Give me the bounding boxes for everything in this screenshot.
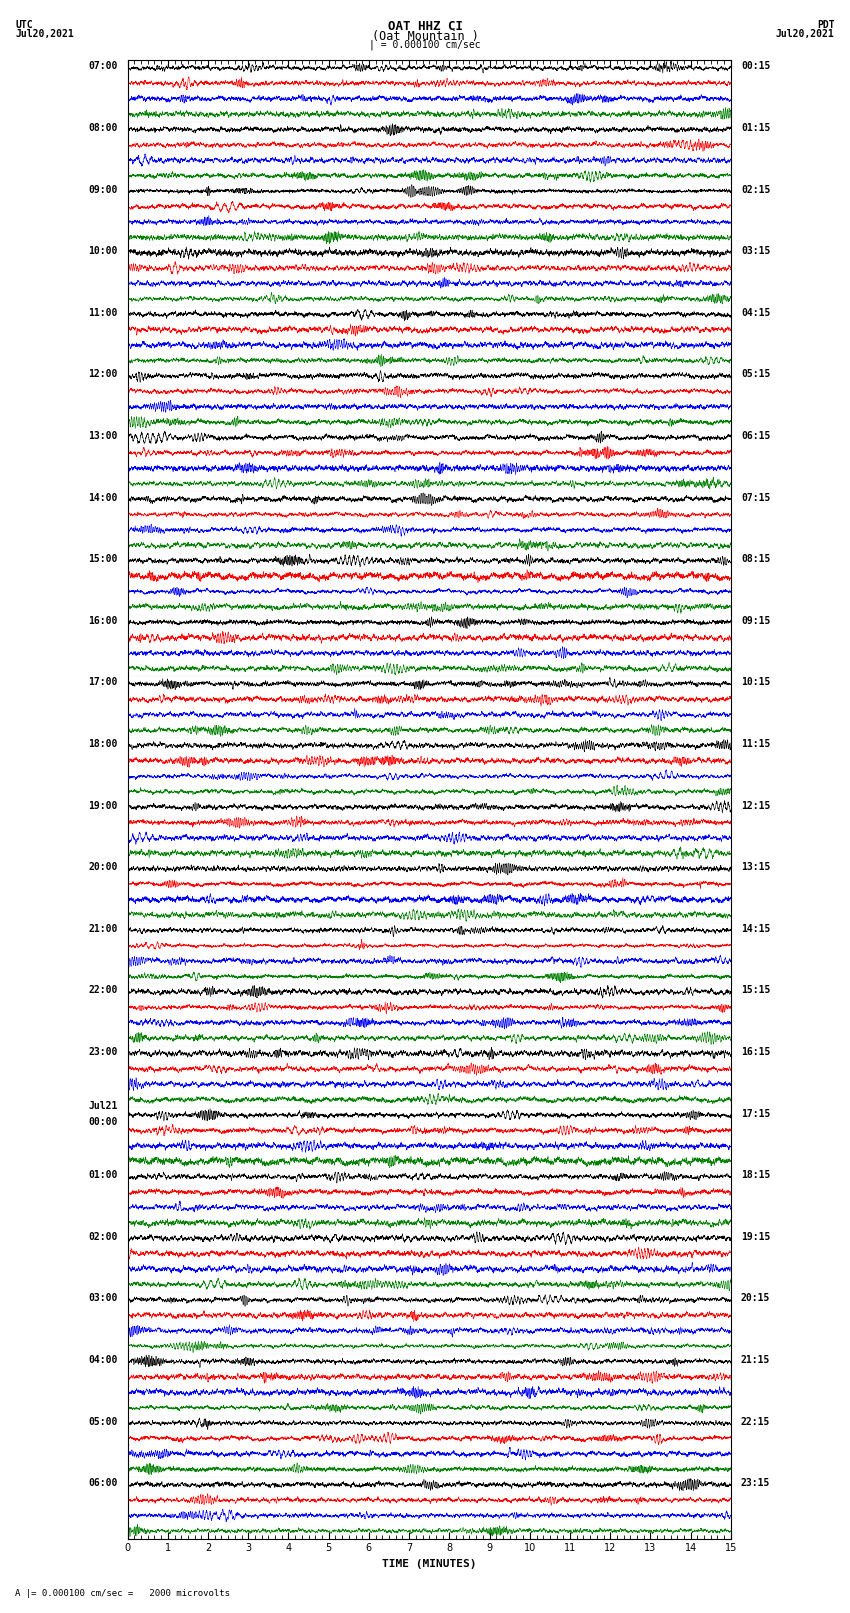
Text: 07:15: 07:15 [741,492,770,503]
Text: 15:00: 15:00 [88,555,117,565]
Text: | = 0.000100 cm/sec: | = 0.000100 cm/sec [369,39,481,50]
Text: 23:15: 23:15 [741,1478,770,1489]
Text: Jul20,2021: Jul20,2021 [776,29,835,39]
Text: 21:00: 21:00 [88,924,117,934]
Text: 04:00: 04:00 [88,1355,117,1365]
Text: 09:15: 09:15 [741,616,770,626]
Text: 08:00: 08:00 [88,123,117,132]
Text: 01:15: 01:15 [741,123,770,132]
Text: 04:15: 04:15 [741,308,770,318]
Text: 11:00: 11:00 [88,308,117,318]
Text: 20:15: 20:15 [741,1294,770,1303]
X-axis label: TIME (MINUTES): TIME (MINUTES) [382,1560,477,1569]
Text: 17:15: 17:15 [741,1108,770,1118]
Text: 22:00: 22:00 [88,986,117,995]
Text: 22:15: 22:15 [741,1416,770,1426]
Text: 16:00: 16:00 [88,616,117,626]
Text: 18:15: 18:15 [741,1169,770,1181]
Text: 10:15: 10:15 [741,677,770,687]
Text: 23:00: 23:00 [88,1047,117,1057]
Text: (Oat Mountain ): (Oat Mountain ) [371,31,479,44]
Text: 06:00: 06:00 [88,1478,117,1489]
Text: 06:15: 06:15 [741,431,770,440]
Text: 15:15: 15:15 [741,986,770,995]
Text: 14:15: 14:15 [741,924,770,934]
Text: 20:00: 20:00 [88,861,117,873]
Text: 16:15: 16:15 [741,1047,770,1057]
Text: 13:00: 13:00 [88,431,117,440]
Text: 10:00: 10:00 [88,247,117,256]
Text: A |= 0.000100 cm/sec =   2000 microvolts: A |= 0.000100 cm/sec = 2000 microvolts [15,1589,230,1597]
Text: 08:15: 08:15 [741,555,770,565]
Text: Jul21: Jul21 [88,1102,117,1111]
Text: 00:15: 00:15 [741,61,770,71]
Text: 00:00: 00:00 [88,1116,117,1126]
Text: PDT: PDT [817,19,835,31]
Text: 07:00: 07:00 [88,61,117,71]
Text: 09:00: 09:00 [88,184,117,195]
Text: 12:15: 12:15 [741,800,770,810]
Text: 01:00: 01:00 [88,1169,117,1181]
Text: 05:15: 05:15 [741,369,770,379]
Text: 18:00: 18:00 [88,739,117,748]
Text: 03:15: 03:15 [741,247,770,256]
Text: 03:00: 03:00 [88,1294,117,1303]
Text: 11:15: 11:15 [741,739,770,748]
Text: 05:00: 05:00 [88,1416,117,1426]
Text: 21:15: 21:15 [741,1355,770,1365]
Text: OAT HHZ CI: OAT HHZ CI [388,19,462,34]
Text: 14:00: 14:00 [88,492,117,503]
Text: UTC: UTC [15,19,33,31]
Text: 02:15: 02:15 [741,184,770,195]
Text: 13:15: 13:15 [741,861,770,873]
Text: 12:00: 12:00 [88,369,117,379]
Text: 19:15: 19:15 [741,1232,770,1242]
Text: 17:00: 17:00 [88,677,117,687]
Text: 02:00: 02:00 [88,1232,117,1242]
Text: Jul20,2021: Jul20,2021 [15,29,74,39]
Text: 19:00: 19:00 [88,800,117,810]
